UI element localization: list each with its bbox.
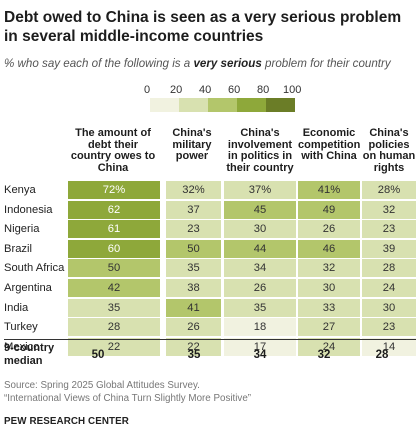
legend-swatch: [208, 98, 237, 112]
table-cell: 46: [298, 239, 360, 258]
column-header: China's policies on human rights: [362, 127, 416, 174]
table-cell: 30: [362, 298, 416, 317]
table-cell: 42: [68, 279, 160, 297]
legend-tick: 0: [144, 84, 151, 96]
table-cell: 23: [362, 220, 416, 239]
legend-swatch: [266, 98, 295, 112]
pew-logo: PEW RESEARCH CENTER: [4, 416, 129, 427]
row-label: Indonesia: [4, 203, 53, 216]
table-cell: 35: [224, 298, 296, 317]
table-cell: 26: [224, 279, 296, 297]
column-header: China's involvement in politics in their…: [226, 127, 294, 174]
table-cell: 17: [224, 337, 296, 356]
row-label: Brazil: [4, 242, 32, 255]
table-cell: 26: [298, 220, 360, 239]
median-value: 34: [253, 349, 267, 361]
row-label: Mexico: [4, 340, 40, 353]
legend-swatch: [179, 98, 208, 112]
median-value: 32: [317, 349, 331, 361]
chart-title: Debt owed to China is seen as a very ser…: [4, 9, 402, 45]
legend-tick: 100: [283, 84, 302, 96]
table-cell: 44: [224, 239, 296, 258]
table-cell: 22: [166, 337, 221, 356]
legend-tick: 60: [228, 84, 241, 96]
table-cell: 32: [298, 259, 360, 278]
table-cell: 37%: [224, 181, 296, 199]
median-label: 9-country median: [4, 342, 55, 367]
table-cell: 18: [224, 318, 296, 337]
chart-subtitle: % who say each of the following is a ver…: [4, 57, 391, 70]
table-cell: 35: [68, 298, 160, 317]
table-cell: 28: [362, 259, 416, 278]
legend-tick: 80: [257, 84, 270, 96]
legend-tick: 40: [199, 84, 212, 96]
row-label: Argentina: [4, 282, 52, 294]
column-header: The amount of debt their country owes to…: [70, 127, 156, 174]
row-label: South Africa: [4, 262, 65, 275]
table-cell: 61: [68, 220, 160, 239]
median-value: 28: [375, 349, 389, 361]
legend-tick: 20: [170, 84, 183, 96]
legend-swatch: [237, 98, 266, 112]
source-note: Source: Spring 2025 Global Attitudes Sur…: [4, 380, 251, 405]
table-cell: 24: [298, 337, 360, 356]
table-cell: 27: [298, 318, 360, 337]
table-cell: 32%: [166, 181, 221, 199]
table-cell: 60: [68, 239, 160, 258]
table-cell: 49: [298, 200, 360, 219]
table-cell: 14: [362, 337, 416, 356]
table-cell: 50: [166, 239, 221, 258]
table-cell: 37: [166, 200, 221, 219]
row-label: Kenya: [4, 184, 36, 196]
column-header: China's military power: [172, 127, 212, 162]
row-label: Turkey: [4, 321, 38, 334]
source-line: Source: Spring 2025 Global Attitudes Sur…: [4, 380, 200, 391]
table-cell: 41: [166, 298, 221, 317]
table-cell: 26: [166, 318, 221, 337]
median-value: 35: [187, 349, 201, 361]
table-cell: 39: [362, 239, 416, 258]
table-cell: 30: [298, 279, 360, 297]
table-cell: 38: [166, 279, 221, 297]
table-cell: 72%: [68, 181, 160, 199]
table-cell: 28: [68, 318, 160, 337]
table-cell: 23: [362, 318, 416, 337]
median-divider: [4, 339, 416, 340]
table-cell: 23: [166, 220, 221, 239]
table-cell: 45: [224, 200, 296, 219]
table-cell: 33: [298, 298, 360, 317]
table-cell: 28%: [362, 181, 416, 199]
table-cell: 32: [362, 200, 416, 219]
table-cell: 22: [68, 337, 160, 356]
row-label: India: [4, 301, 29, 314]
column-header: Economic competition with China: [298, 127, 361, 162]
median-value: 50: [91, 349, 105, 361]
table-cell: 62: [68, 200, 160, 219]
table-cell: 24: [362, 279, 416, 297]
row-label: Nigeria: [4, 223, 40, 236]
table-cell: 35: [166, 259, 221, 278]
report-line: “International Views of China Turn Sligh…: [4, 392, 252, 404]
table-cell: 50: [68, 259, 160, 278]
legend-color-scale: [150, 98, 295, 112]
table-cell: 30: [224, 220, 296, 239]
legend-swatch: [150, 98, 179, 112]
table-cell: 41%: [298, 181, 360, 199]
table-cell: 34: [224, 259, 296, 278]
